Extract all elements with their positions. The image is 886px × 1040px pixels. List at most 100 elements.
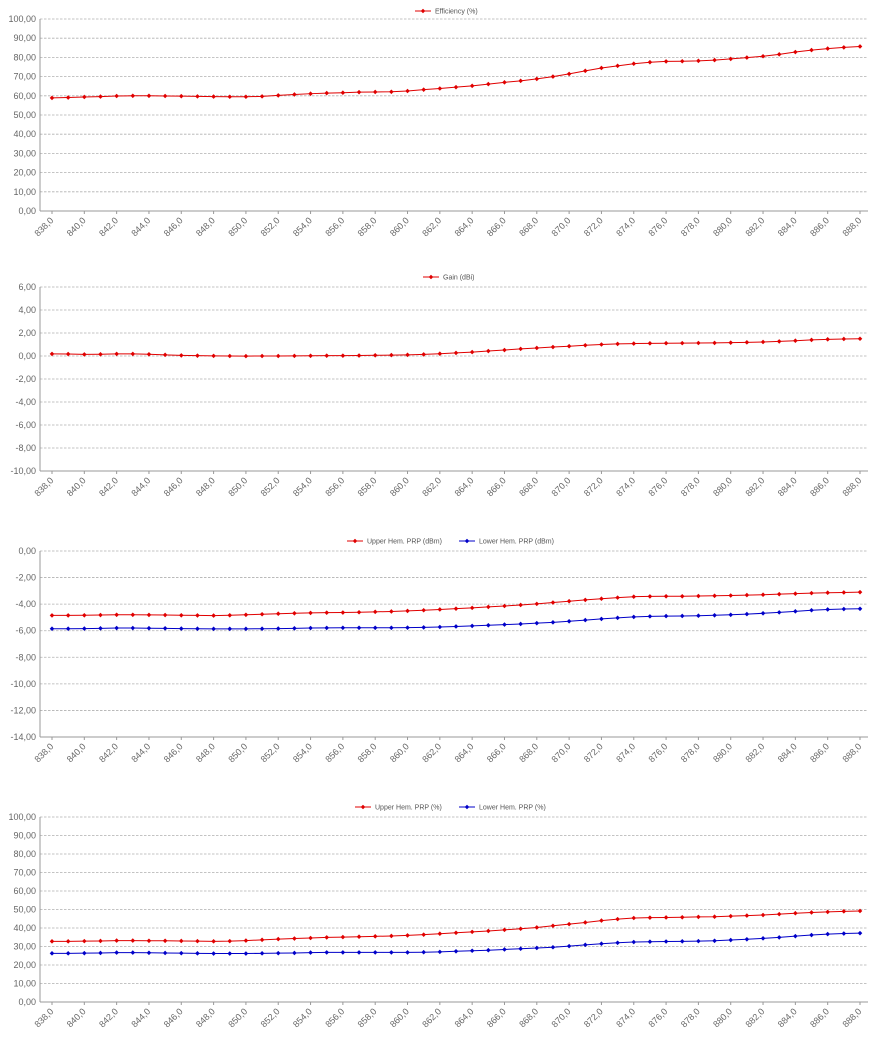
y-tick-label: 80,00 xyxy=(13,52,36,62)
data-point xyxy=(534,945,540,951)
data-point xyxy=(615,916,620,922)
x-tick-label: 856,0 xyxy=(323,475,346,498)
legend-label: Efficiency (%) xyxy=(435,9,478,16)
data-point xyxy=(275,950,281,956)
x-tick-label: 840,0 xyxy=(65,475,88,498)
data-point xyxy=(502,622,507,627)
data-point xyxy=(679,914,685,920)
data-point xyxy=(550,600,556,605)
data-point xyxy=(679,939,685,944)
data-point xyxy=(259,611,265,617)
data-point xyxy=(146,950,152,956)
x-tick-label: 886,0 xyxy=(808,215,831,238)
x-tick-label: 876,0 xyxy=(646,215,669,238)
data-point xyxy=(776,911,782,917)
data-point xyxy=(437,86,443,91)
y-tick-label: 90,00 xyxy=(13,33,36,43)
y-tick-label: 40,00 xyxy=(13,923,36,933)
data-point xyxy=(550,620,556,625)
data-point xyxy=(195,951,200,956)
data-point xyxy=(114,351,119,357)
data-point xyxy=(696,593,701,599)
data-point xyxy=(825,931,830,937)
data-point xyxy=(453,606,459,611)
data-point xyxy=(534,925,540,930)
data-point xyxy=(712,938,717,944)
y-tick-label: -14,00 xyxy=(10,732,36,742)
data-point xyxy=(793,591,798,596)
data-point xyxy=(744,592,750,598)
data-point xyxy=(631,61,637,67)
data-point xyxy=(663,613,669,619)
x-tick-label: 888,0 xyxy=(840,741,863,764)
data-point xyxy=(469,349,475,355)
x-tick-label: 882,0 xyxy=(743,475,766,498)
data-point xyxy=(405,352,410,358)
x-tick-label: 878,0 xyxy=(679,741,702,764)
data-point xyxy=(178,613,184,618)
y-tick-label: 30,00 xyxy=(13,942,36,952)
data-point xyxy=(308,353,313,359)
x-tick-label: 850,0 xyxy=(226,1006,249,1029)
y-tick-label: 10,00 xyxy=(13,979,36,989)
data-point xyxy=(146,625,152,631)
data-point xyxy=(631,915,637,921)
data-point xyxy=(599,941,604,947)
data-point xyxy=(340,625,346,631)
data-point xyxy=(566,343,572,349)
data-point xyxy=(195,353,200,358)
y-tick-label: -12,00 xyxy=(10,705,36,715)
data-point xyxy=(696,613,701,619)
data-point xyxy=(130,612,136,618)
data-point xyxy=(356,89,362,95)
data-point xyxy=(259,951,265,956)
data-point xyxy=(663,939,669,944)
data-point xyxy=(809,932,814,938)
data-point xyxy=(599,918,604,923)
x-tick-label: 868,0 xyxy=(517,475,540,498)
data-point xyxy=(582,597,588,603)
legend-background xyxy=(411,5,497,17)
data-point xyxy=(356,934,362,939)
data-point xyxy=(793,910,798,916)
data-point xyxy=(776,339,782,344)
data-point xyxy=(243,938,249,943)
data-point xyxy=(712,593,717,599)
x-tick-label: 844,0 xyxy=(129,741,152,764)
data-point xyxy=(437,607,443,612)
data-point xyxy=(728,913,734,919)
x-tick-label: 886,0 xyxy=(808,741,831,764)
data-point xyxy=(841,45,847,50)
data-point xyxy=(502,80,507,85)
x-tick-label: 866,0 xyxy=(485,1006,508,1029)
data-point xyxy=(389,352,394,358)
x-tick-label: 866,0 xyxy=(485,215,508,238)
y-tick-label: 10,00 xyxy=(13,187,36,197)
data-point xyxy=(308,935,313,941)
y-tick-label: 50,00 xyxy=(13,905,36,915)
x-tick-label: 876,0 xyxy=(646,475,669,498)
x-tick-label: 854,0 xyxy=(291,215,314,238)
y-tick-label: 6,00 xyxy=(18,282,36,292)
x-tick-label: 844,0 xyxy=(129,215,152,238)
data-point xyxy=(356,353,362,358)
y-tick-label: 80,00 xyxy=(13,849,36,859)
x-tick-label: 850,0 xyxy=(226,475,249,498)
data-point xyxy=(421,625,426,630)
x-tick-label: 870,0 xyxy=(550,215,573,238)
x-tick-label: 840,0 xyxy=(65,215,88,238)
y-tick-label: 100,00 xyxy=(8,14,36,24)
y-tick-label: -2,00 xyxy=(15,374,36,384)
data-point xyxy=(114,950,119,955)
data-point xyxy=(793,933,798,939)
x-tick-label: 848,0 xyxy=(194,741,217,764)
data-point xyxy=(275,611,281,617)
x-tick-label: 860,0 xyxy=(388,741,411,764)
data-point xyxy=(857,930,863,936)
data-point xyxy=(65,951,71,956)
x-tick-label: 878,0 xyxy=(679,1006,702,1029)
data-point xyxy=(453,624,459,629)
data-point xyxy=(227,94,233,100)
x-tick-label: 852,0 xyxy=(259,215,282,238)
y-tick-label: -6,00 xyxy=(15,420,36,430)
